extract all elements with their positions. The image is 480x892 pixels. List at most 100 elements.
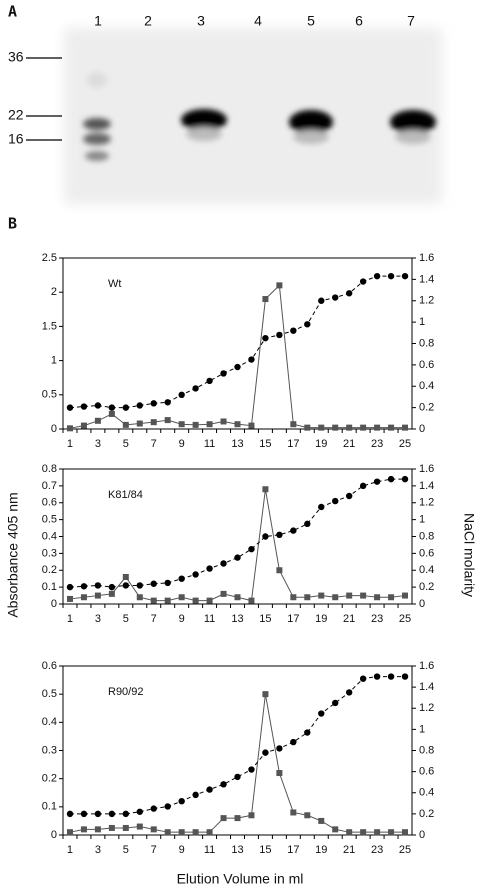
data-point	[276, 531, 283, 539]
x-tick-label: 1	[67, 613, 73, 625]
data-point	[220, 560, 227, 567]
data-point	[164, 803, 171, 810]
data-point	[318, 424, 325, 431]
x-tick-label: 23	[371, 438, 383, 450]
data-point	[402, 592, 409, 599]
x-tick-label: 11	[204, 438, 215, 450]
data-point	[122, 421, 129, 428]
data-point	[262, 533, 269, 540]
y-tick-label: 0.6	[42, 497, 57, 509]
data-point	[388, 424, 395, 431]
data-point	[108, 824, 115, 831]
y-tick-label: 0.5	[42, 688, 57, 700]
y2-tick-label: 0.4	[419, 787, 434, 799]
lane-label: 5	[307, 13, 315, 29]
data-point	[66, 425, 73, 432]
data-point	[150, 419, 157, 426]
x-tick-label: 15	[259, 613, 271, 625]
data-point	[290, 594, 297, 601]
data-point	[122, 810, 130, 818]
data-point	[248, 766, 255, 773]
data-point	[220, 781, 227, 788]
data-point	[94, 402, 102, 409]
y-tick-label: 0.4	[42, 716, 57, 728]
data-point	[178, 391, 185, 398]
data-point	[276, 282, 283, 289]
data-point	[234, 773, 241, 781]
data-point	[318, 592, 325, 599]
y2-tick-label: 0.6	[419, 359, 434, 371]
data-point	[345, 492, 353, 500]
data-point	[66, 404, 74, 411]
data-point	[262, 691, 269, 698]
data-point	[276, 567, 283, 574]
y2-tick-label: 0.8	[419, 744, 434, 756]
x-tick-label: 25	[399, 613, 411, 625]
x-tick-label: 13	[231, 613, 243, 625]
x-tick-label: 5	[123, 438, 129, 450]
y-tick-label: 0	[51, 598, 57, 610]
data-point	[359, 675, 367, 682]
y-tick-label: 0.3	[42, 744, 57, 756]
series-line	[69, 275, 406, 409]
data-point	[122, 574, 129, 580]
data-point	[94, 810, 102, 818]
panel-label: A	[8, 3, 17, 21]
x-tick-label: 1	[67, 844, 73, 856]
data-point	[66, 583, 74, 591]
x-tick-label: 25	[399, 438, 411, 450]
data-point	[108, 590, 115, 597]
data-point	[108, 810, 116, 818]
data-point	[318, 297, 325, 304]
data-point	[290, 527, 297, 534]
data-point	[346, 424, 353, 431]
data-point	[374, 424, 381, 431]
y2-tick-label: 1	[419, 514, 425, 526]
data-point	[164, 399, 171, 406]
data-point	[387, 475, 395, 483]
data-point	[402, 424, 409, 431]
data-point	[108, 404, 116, 411]
data-point	[332, 594, 339, 601]
data-point	[248, 545, 255, 553]
y2-tick-label: 0.8	[419, 530, 434, 542]
x-tick-label: 15	[259, 438, 271, 450]
data-point	[80, 583, 88, 590]
data-point	[122, 404, 130, 411]
lane-label: 1	[94, 13, 102, 29]
marker-label: 16	[8, 131, 24, 147]
x-tick-label: 5	[123, 613, 129, 625]
data-point	[401, 673, 409, 680]
data-point	[345, 689, 353, 696]
data-point	[388, 829, 395, 836]
panel-label: B	[8, 215, 17, 233]
data-point	[332, 497, 339, 505]
series-line	[69, 694, 406, 833]
data-point	[304, 321, 311, 328]
y2-tick-label: 0.6	[419, 547, 434, 559]
data-point	[66, 829, 73, 836]
data-point	[178, 421, 185, 428]
data-point	[206, 565, 213, 572]
data-point	[234, 363, 241, 371]
data-point	[80, 403, 88, 410]
y-tick-label: 0.4	[42, 530, 57, 542]
data-point	[304, 812, 311, 819]
y2-tick-label: 0	[419, 829, 425, 841]
data-point	[108, 410, 115, 417]
data-point	[94, 582, 102, 589]
data-point	[94, 826, 101, 833]
data-point	[136, 420, 143, 427]
data-point	[234, 554, 241, 561]
data-point	[192, 421, 199, 428]
y2-tick-label: 1.4	[419, 273, 434, 285]
data-point	[66, 595, 73, 602]
data-point	[122, 824, 129, 831]
data-point	[373, 478, 381, 485]
data-point	[150, 805, 157, 812]
y2-tick-label: 1	[419, 316, 425, 328]
x-tick-label: 3	[95, 613, 101, 625]
x-tick-label: 5	[123, 844, 129, 856]
lane-label: 7	[407, 13, 415, 29]
data-point	[401, 475, 409, 483]
